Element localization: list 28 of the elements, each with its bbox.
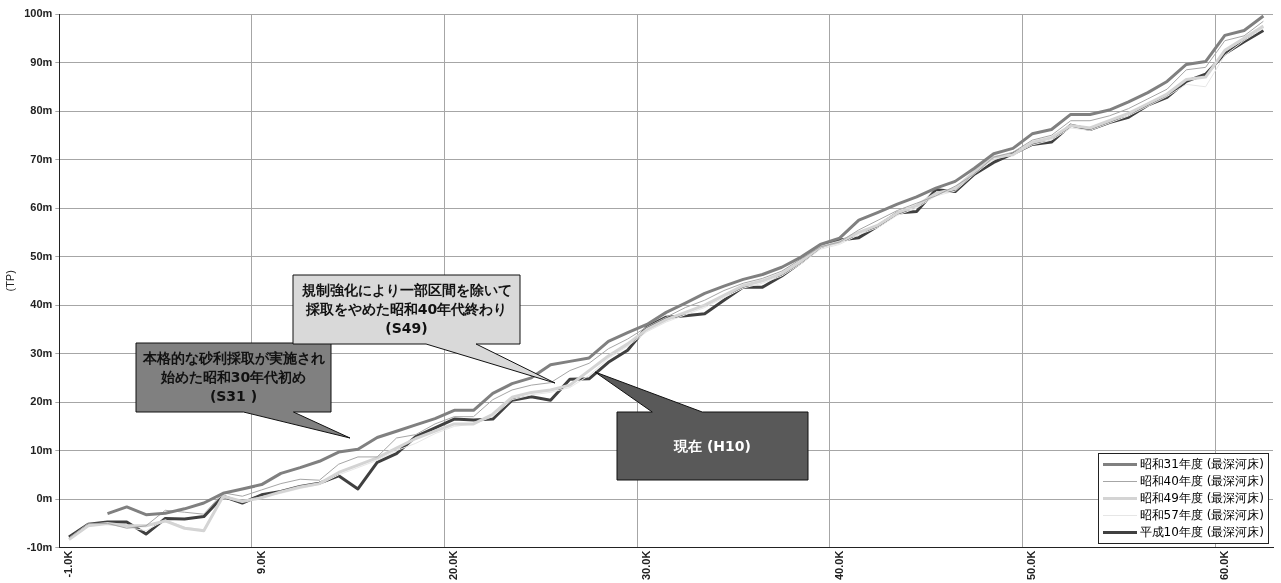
annotation: 本格的な砂利採取が実施され始めた昭和30年代初め (S31 ) <box>142 349 325 406</box>
y-axis-title: (TP) <box>3 270 16 292</box>
legend-label: 昭和49年度 (最深河床) <box>1139 489 1264 507</box>
y-tick-label: 70m <box>30 152 53 165</box>
x-tick-label: 60.0K <box>1217 550 1230 581</box>
y-tick-label: 20m <box>30 395 53 408</box>
legend-label: 昭和40年度 (最深河床) <box>1139 472 1264 490</box>
x-tick-label: 30.0K <box>639 550 652 581</box>
y-tick-label: 100m <box>24 7 53 20</box>
x-tick-label: -1.0K <box>62 550 74 578</box>
x-tick-label: 20.0K <box>447 550 460 581</box>
y-tick-label: 40m <box>30 298 53 311</box>
legend-label: 平成10年度 (最深河床) <box>1139 523 1264 541</box>
y-tick-label: 30m <box>30 346 53 359</box>
x-tick-label: 9.0K <box>254 550 267 574</box>
y-tick-label: 90m <box>30 55 53 68</box>
y-tick-label: 60m <box>30 201 53 214</box>
y-tick-label: 80m <box>30 104 53 117</box>
y-tick-label: 50m <box>30 249 53 262</box>
x-tick-label: 40.0K <box>832 550 845 581</box>
legend-label: 昭和57年度 (最深河床) <box>1139 506 1264 524</box>
x-tick-label: 50.0K <box>1025 550 1038 581</box>
annotation: 現在 (H10) <box>672 436 752 456</box>
y-tick-label: 10m <box>30 443 53 456</box>
y-tick-label: -10m <box>26 540 53 553</box>
legend-label: 昭和31年度 (最深河床) <box>1139 455 1264 473</box>
annotation: 規制強化により一部区間を除いて採取をやめた昭和40年代終わり (S49) <box>300 281 513 338</box>
y-tick-label: 0m <box>36 492 53 505</box>
